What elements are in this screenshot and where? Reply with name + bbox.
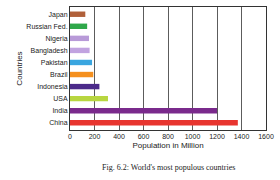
svg-text:Pakistan: Pakistan [41,59,68,66]
svg-text:1200: 1200 [209,133,225,140]
svg-text:400: 400 [113,133,125,140]
svg-text:200: 200 [89,133,101,140]
svg-text:Countries: Countries [15,51,24,85]
svg-text:Brazil: Brazil [50,71,68,78]
svg-text:0: 0 [68,133,72,140]
svg-text:1600: 1600 [258,133,274,140]
svg-text:Fig. 6.2: World's most populou: Fig. 6.2: World's most populous countrie… [102,163,235,172]
svg-text:China: China [49,119,67,126]
svg-text:Japan: Japan [49,11,68,19]
svg-text:Population in Million: Population in Million [132,141,203,150]
svg-text:Bangladesh: Bangladesh [31,47,68,55]
svg-text:India: India [52,107,67,114]
svg-text:1000: 1000 [185,133,201,140]
svg-text:Indonesia: Indonesia [37,83,67,90]
svg-text:Nigeria: Nigeria [45,35,67,43]
svg-text:1400: 1400 [234,133,250,140]
svg-text:USA: USA [53,95,68,102]
svg-text:600: 600 [138,133,150,140]
svg-text:800: 800 [162,133,174,140]
svg-text:Russian Fed.: Russian Fed. [26,23,67,30]
